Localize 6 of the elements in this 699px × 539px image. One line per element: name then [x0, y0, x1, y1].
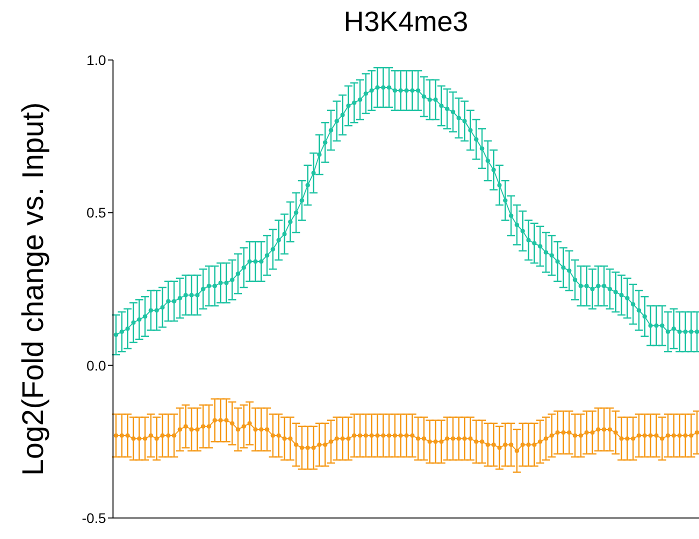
y-tick-label: 0.5 [86, 204, 106, 221]
y-tick-label: -0.5 [82, 510, 106, 526]
chart-title: H3K4me3 [342, 6, 470, 38]
y-tick-label: 0.0 [86, 357, 106, 374]
y-axis-title: Log2(Fold change vs. Input) [17, 101, 51, 478]
y-tick-label: 1.0 [86, 52, 106, 68]
